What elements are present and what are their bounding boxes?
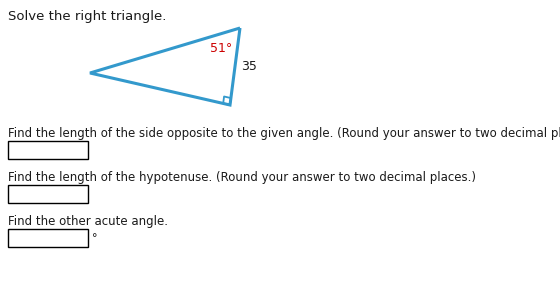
Text: °: ° (92, 233, 97, 243)
Text: Find the other acute angle.: Find the other acute angle. (8, 215, 168, 228)
Text: Find the length of the side opposite to the given angle. (Round your answer to t: Find the length of the side opposite to … (8, 127, 560, 140)
Bar (8, 185, 88, 203)
Text: 51°: 51° (210, 42, 232, 55)
Text: Solve the right triangle.: Solve the right triangle. (8, 10, 166, 23)
Text: Find the length of the hypotenuse. (Round your answer to two decimal places.): Find the length of the hypotenuse. (Roun… (8, 171, 476, 184)
Bar (8, 229, 88, 247)
Text: 35: 35 (241, 60, 257, 73)
Bar (8, 141, 88, 159)
